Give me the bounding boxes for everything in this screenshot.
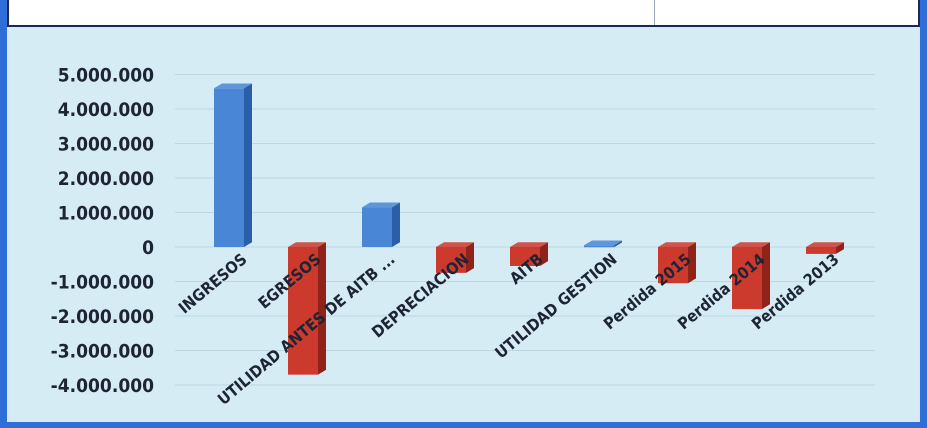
- plot-area: [7, 27, 920, 422]
- bar-front-face: [658, 247, 688, 284]
- y-tick-label: 2.000.000: [58, 168, 154, 190]
- bar: [732, 242, 770, 310]
- bar-top-face: [436, 242, 474, 247]
- column-divider: [654, 0, 655, 25]
- bar-front-face: [436, 247, 466, 273]
- y-tick-label: -1.000.000: [51, 272, 154, 294]
- bar-side-face: [540, 242, 548, 266]
- bar: [806, 242, 844, 254]
- bar-front-face: [584, 245, 614, 248]
- category-label: UTILIDAD GESTION: [491, 250, 620, 363]
- bar-front-face: [806, 247, 836, 254]
- table-header-cell: [7, 0, 920, 25]
- bar-top-face: [510, 242, 548, 247]
- bar-top-face: [214, 83, 252, 89]
- bar-front-face: [214, 88, 244, 247]
- bar-side-face: [762, 242, 770, 310]
- y-tick-label: -4.000.000: [51, 375, 154, 397]
- bar: [288, 242, 326, 375]
- bar-top-face: [658, 242, 696, 247]
- table-header-strip: [7, 0, 920, 27]
- bar-top-face: [584, 240, 622, 246]
- bars: [214, 83, 844, 375]
- bar: [436, 242, 474, 273]
- bar-side-face: [688, 242, 696, 284]
- y-tick-label: 3.000.000: [58, 134, 154, 156]
- y-tick-label: 4.000.000: [58, 99, 154, 121]
- bar-side-face: [244, 83, 252, 247]
- y-tick-label: -2.000.000: [51, 306, 154, 328]
- bar: [658, 242, 696, 284]
- bar-side-face: [836, 242, 844, 254]
- y-tick-label: 1.000.000: [58, 203, 154, 225]
- bar-front-face: [288, 247, 318, 375]
- category-label: INGRESOS: [175, 250, 251, 318]
- y-tick-label: -3.000.000: [51, 341, 154, 363]
- bar-front-face: [732, 247, 762, 310]
- y-tick-label: 0: [142, 237, 154, 259]
- bar-side-face: [318, 242, 326, 375]
- bar: [214, 83, 252, 247]
- bar: [362, 202, 400, 247]
- bar: [584, 240, 622, 248]
- bar-top-face: [288, 242, 326, 247]
- bar-front-face: [510, 247, 540, 266]
- bar-side-face: [392, 202, 400, 247]
- bar-side-face: [466, 242, 474, 273]
- bar-top-face: [732, 242, 770, 247]
- y-axis-ticks: 5.000.000 4.000.000 3.000.000 2.000.000 1.00…: [51, 65, 154, 398]
- bar-side-face: [614, 240, 622, 248]
- bar-top-face: [806, 242, 844, 247]
- y-tick-label: 5.000.000: [58, 65, 154, 87]
- bar-front-face: [362, 207, 392, 247]
- bar: [510, 242, 548, 266]
- bar-top-face: [362, 202, 400, 208]
